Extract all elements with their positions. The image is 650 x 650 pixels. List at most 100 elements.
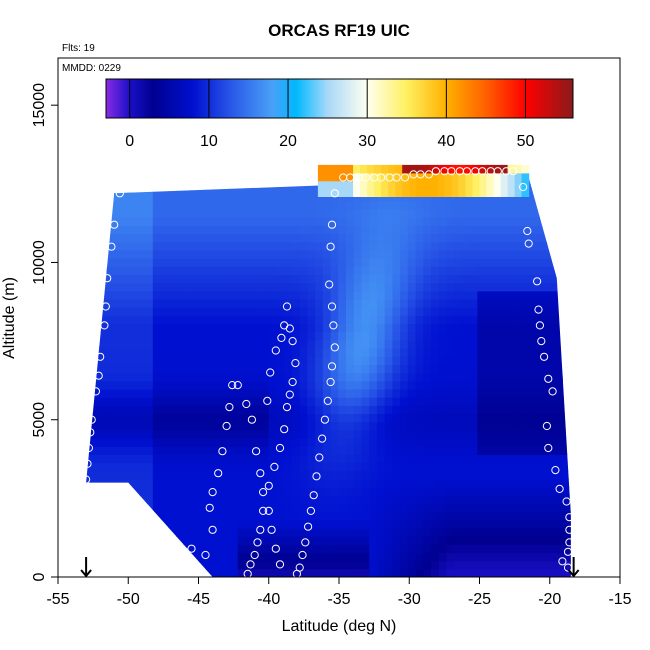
- field-cell: [407, 225, 417, 235]
- field-cell: [268, 487, 277, 496]
- field-cell: [400, 380, 409, 390]
- field-cell: [199, 397, 208, 406]
- field-cell: [176, 495, 185, 504]
- field-cell: [554, 544, 563, 554]
- field-cell: [114, 339, 123, 349]
- hot-layer-cell: [486, 188, 495, 197]
- field-cell: [291, 225, 301, 235]
- field-cell: [145, 348, 154, 357]
- field-cell: [276, 258, 285, 267]
- field-cell: [152, 536, 162, 545]
- field-cell: [222, 413, 231, 423]
- hot-layer-cell: [409, 172, 417, 182]
- field-cell: [222, 560, 231, 570]
- field-cell: [299, 536, 308, 545]
- field-cell: [145, 511, 154, 521]
- field-cell: [431, 429, 440, 439]
- field-cell: [407, 511, 417, 521]
- field-cell: [284, 380, 293, 390]
- field-cell: [214, 372, 223, 382]
- field-cell: [546, 307, 556, 316]
- field-cell: [145, 307, 154, 316]
- field-cell: [384, 503, 393, 513]
- field-cell: [516, 511, 525, 521]
- field-cell: [554, 258, 563, 267]
- field-cell: [206, 307, 216, 316]
- field-cell: [214, 536, 223, 545]
- field-cell: [160, 364, 169, 374]
- field-cell: [570, 290, 571, 300]
- field-cell: [570, 364, 571, 374]
- field-cell: [353, 446, 363, 455]
- field-cell: [516, 527, 525, 537]
- field-cell: [361, 446, 370, 455]
- field-cell: [168, 503, 177, 513]
- field-cell: [523, 478, 533, 488]
- field-cell: [338, 209, 347, 218]
- field-cell: [523, 282, 533, 292]
- field-cell: [500, 331, 509, 341]
- data-point: [115, 189, 124, 198]
- field-cell: [384, 282, 393, 292]
- field-cell: [222, 380, 231, 390]
- field-cell: [145, 177, 154, 186]
- hot-layer-cell: [479, 180, 488, 190]
- field-cell: [299, 282, 308, 292]
- field-cell: [531, 192, 540, 202]
- field-cell: [477, 290, 486, 300]
- field-cell: [230, 438, 239, 447]
- field-cell: [415, 478, 424, 488]
- field-cell: [400, 421, 409, 431]
- field-cell: [523, 356, 533, 365]
- field-cell: [485, 413, 494, 423]
- field-cell: [307, 568, 316, 577]
- field-cell: [477, 241, 486, 251]
- field-cell: [191, 519, 200, 529]
- field-cell: [570, 372, 571, 382]
- field-cell: [454, 290, 463, 300]
- field-cell: [570, 225, 571, 235]
- field-cell: [137, 356, 146, 365]
- data-point: [263, 396, 272, 405]
- field-cell: [361, 429, 370, 439]
- field-cell: [477, 487, 486, 496]
- field-cell: [438, 470, 448, 480]
- field-cell: [214, 258, 223, 267]
- field-cell: [531, 225, 540, 235]
- field-cell: [523, 421, 533, 431]
- field-cell: [508, 217, 517, 226]
- field-cell: [183, 192, 192, 202]
- field-cell: [152, 184, 162, 194]
- field-cell: [268, 552, 277, 562]
- field-cell: [284, 331, 293, 341]
- field-cell: [531, 503, 540, 513]
- field-cell: [192, 168, 200, 177]
- field-cell: [98, 217, 107, 226]
- field-cell: [183, 372, 192, 382]
- field-cell: [261, 462, 270, 472]
- data-point: [288, 337, 297, 346]
- field-cell: [253, 331, 262, 341]
- field-cell: [91, 495, 100, 504]
- field-cell: [230, 266, 239, 275]
- field-cell: [106, 438, 115, 447]
- field-cell: [183, 511, 192, 521]
- field-cell: [268, 307, 277, 316]
- field-cell: [500, 356, 509, 365]
- field-cell: [554, 388, 563, 398]
- field-cell: [353, 380, 363, 390]
- field-cell: [276, 249, 285, 259]
- field-cell: [91, 397, 100, 406]
- field-cell: [168, 315, 177, 325]
- field-cell: [369, 429, 378, 439]
- field-cell: [137, 560, 146, 570]
- field-cell: [562, 348, 571, 357]
- field-cell: [477, 364, 486, 374]
- field-cell: [199, 315, 208, 325]
- field-cell: [407, 331, 417, 341]
- field-cell: [407, 446, 417, 455]
- field-cell: [98, 495, 107, 504]
- hot-layer-cell: [353, 180, 361, 190]
- field-cell: [461, 315, 471, 325]
- field-cell: [500, 217, 509, 226]
